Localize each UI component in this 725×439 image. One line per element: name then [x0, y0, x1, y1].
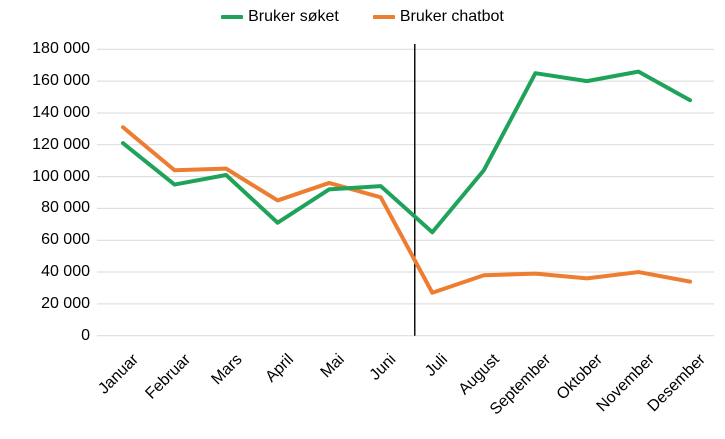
legend-item-bruker-soket: Bruker søket [221, 7, 339, 27]
series-line-bruker-soket [121, 69, 693, 235]
y-axis-tick-label: 60 000 [41, 231, 90, 249]
chart-legend: Bruker søket Bruker chatbot [0, 5, 725, 29]
y-axis-tick-label: 120 000 [32, 135, 90, 153]
legend-label-bruker-soket: Bruker søket [248, 8, 339, 25]
legend-item-bruker-chatbot: Bruker chatbot [372, 7, 504, 27]
y-axis-tick-label: 180 000 [32, 40, 90, 58]
y-axis-tick-label: 0 [81, 326, 90, 344]
legend-line-icon-green [221, 15, 244, 19]
legend-line-icon-orange [372, 15, 395, 19]
y-axis-tick-label: 100 000 [32, 167, 90, 185]
y-axis-tick-label: 40 000 [41, 263, 90, 281]
y-axis-tick-label: 140 000 [32, 103, 90, 121]
y-axis-tick-label: 160 000 [32, 72, 90, 90]
y-axis-tick-label: 20 000 [41, 294, 90, 312]
y-axis-tick-label: 80 000 [41, 199, 90, 217]
series-line-bruker-chatbot [121, 125, 693, 295]
legend-label-bruker-chatbot: Bruker chatbot [399, 8, 504, 25]
